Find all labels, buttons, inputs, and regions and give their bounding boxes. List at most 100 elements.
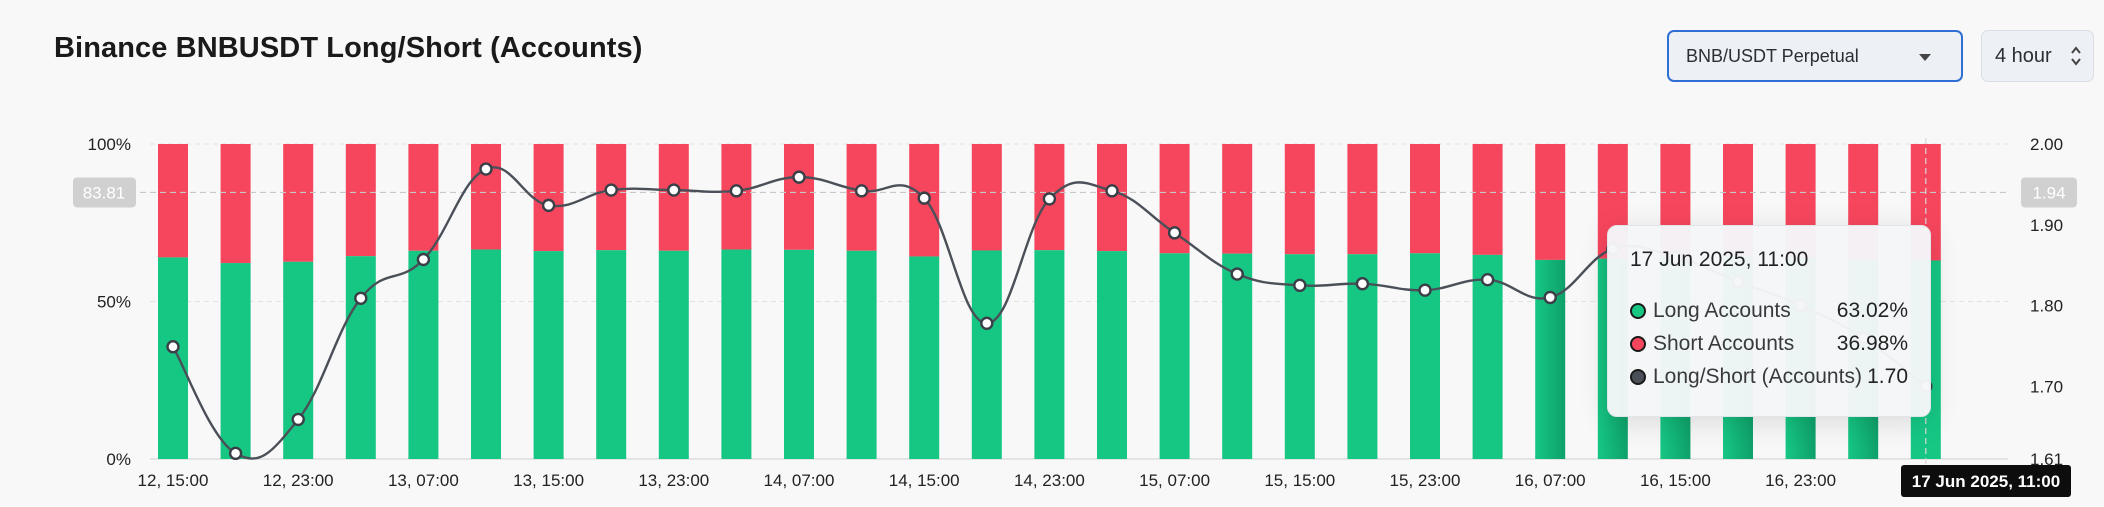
left-axis-tick-label: 0% xyxy=(106,450,131,469)
short-accounts-bar xyxy=(283,144,314,262)
short-accounts-bar xyxy=(345,144,376,257)
long-accounts-bar xyxy=(971,250,1002,459)
short-accounts-bar xyxy=(1472,144,1503,255)
x-axis-tick-label: 13, 15:00 xyxy=(513,471,584,490)
interval-select[interactable]: 4 hour xyxy=(1981,30,2094,82)
long-accounts-bar xyxy=(846,250,877,459)
ratio-point xyxy=(354,291,368,305)
short-accounts-bar xyxy=(971,144,1002,251)
ratio-point xyxy=(729,184,744,198)
x-axis-tick-label: 13, 23:00 xyxy=(638,471,709,490)
crosshair-x-badge xyxy=(1901,465,2071,497)
x-axis-tick-label: 14, 23:00 xyxy=(1014,471,1085,490)
crosshair-right-value: 1.94 xyxy=(2032,183,2065,202)
ratio-point xyxy=(541,198,556,213)
short-accounts-bar xyxy=(1222,144,1253,254)
x-axis-tick-label: 15, 15:00 xyxy=(1264,471,1335,490)
ratio-point xyxy=(792,170,806,184)
long-accounts-bar xyxy=(345,256,376,459)
x-axis-tick-label: 12, 23:00 xyxy=(263,471,334,490)
crosshair-right-badge xyxy=(2021,177,2077,208)
chevron-up-down-icon xyxy=(2071,46,2081,66)
long-accounts-bar xyxy=(658,250,689,459)
crosshair-left-badge xyxy=(73,177,136,208)
long-accounts-bar xyxy=(533,251,564,459)
ratio-point xyxy=(291,412,305,427)
tooltip-row-ratio: Long/Short (Accounts) 1.70 xyxy=(1630,360,1908,393)
long-accounts-bar xyxy=(1472,254,1503,459)
short-accounts-bar xyxy=(658,144,689,251)
short-accounts-bar xyxy=(1410,144,1440,254)
ratio-point xyxy=(1480,272,1495,287)
tooltip-row-short: Short Accounts 36.98% xyxy=(1630,327,1908,360)
symbol-select-value: BNB/USDT Perpetual xyxy=(1686,45,1859,66)
ratio-point xyxy=(166,340,180,354)
tooltip-row-long: Long Accounts 63.02% xyxy=(1630,294,1908,327)
tooltip-value: 36.98% xyxy=(1836,331,1908,355)
symbol-select[interactable]: BNB/USDT Perpetual xyxy=(1667,30,1963,82)
short-accounts-bar xyxy=(158,144,188,258)
crosshair-left-value: 83.81 xyxy=(83,183,126,202)
ratio-point xyxy=(980,316,994,331)
long-accounts-bar xyxy=(784,249,814,459)
ratio-point xyxy=(479,162,493,176)
long-accounts-bar xyxy=(220,263,251,459)
long-accounts-bar xyxy=(283,261,314,459)
long-accounts-bar xyxy=(1159,253,1190,459)
tooltip-date: 17 Jun 2025, 11:00 xyxy=(1630,248,1809,271)
short-accounts-bar xyxy=(784,144,814,250)
short-accounts-bar xyxy=(220,144,251,264)
long-accounts-bar xyxy=(408,250,439,459)
right-axis-tick-label: 1.80 xyxy=(2030,297,2063,316)
tooltip-label: Long Accounts xyxy=(1653,298,1791,322)
right-axis-tick-label: 1.90 xyxy=(2030,216,2063,235)
right-axis-tick-label: 2.00 xyxy=(2030,135,2063,154)
long-accounts-bar xyxy=(1097,251,1127,459)
long-accounts-dot xyxy=(1630,302,1646,319)
ratio-point xyxy=(1293,278,1307,293)
crosshair-x-value: 17 Jun 2025, 11:00 xyxy=(1912,472,2060,491)
ratio-point xyxy=(604,183,618,197)
x-axis-tick-label: 15, 23:00 xyxy=(1390,471,1461,490)
x-axis-tick-label: 16, 07:00 xyxy=(1515,471,1586,490)
long-accounts-bar xyxy=(1034,250,1065,459)
ratio-point xyxy=(1418,283,1432,297)
page-title: Binance BNBUSDT Long/Short (Accounts) xyxy=(54,32,643,64)
left-axis-tick-label: 100% xyxy=(88,135,131,154)
tooltip-value: 1.70 xyxy=(1867,364,1908,388)
short-accounts-bar xyxy=(1347,144,1378,255)
ratio-point xyxy=(1355,277,1370,291)
ratio-dot xyxy=(1630,368,1646,385)
short-accounts-bar xyxy=(408,144,439,251)
ratio-point xyxy=(1167,226,1182,240)
x-axis-tick-label: 14, 07:00 xyxy=(764,471,835,490)
right-axis-tick-label: 1.70 xyxy=(2030,377,2063,396)
chart-tooltip: 17 Jun 2025, 11:00 Long Accounts 63.02% … xyxy=(1607,225,1931,417)
short-accounts-bar xyxy=(533,144,564,252)
long-accounts-bar xyxy=(158,257,188,459)
short-accounts-bar xyxy=(596,144,627,251)
x-axis-tick-label: 12, 15:00 xyxy=(138,471,209,490)
ratio-point xyxy=(1042,192,1057,206)
short-accounts-dot xyxy=(1630,335,1646,352)
left-axis-tick-label: 50% xyxy=(97,293,131,312)
ratio-point xyxy=(917,191,931,205)
tooltip-label: Short Accounts xyxy=(1653,331,1795,355)
ratio-point xyxy=(1105,184,1119,198)
tooltip-value: 63.02% xyxy=(1836,298,1908,322)
ratio-point xyxy=(1230,267,1244,281)
x-axis-tick-label: 16, 15:00 xyxy=(1640,471,1711,490)
x-axis-tick-label: 16, 23:00 xyxy=(1765,471,1836,490)
ratio-point xyxy=(228,446,243,461)
long-accounts-bar xyxy=(1535,259,1566,459)
long-accounts-bar xyxy=(909,256,940,459)
long-accounts-bar xyxy=(1222,253,1253,459)
x-axis-tick-label: 14, 15:00 xyxy=(889,471,960,490)
chevron-down-icon xyxy=(1919,54,1931,61)
x-axis-tick-label: 15, 07:00 xyxy=(1139,471,1210,490)
ratio-point xyxy=(854,184,869,198)
ratio-point xyxy=(667,183,681,197)
x-axis-tick-label: 13, 07:00 xyxy=(388,471,459,490)
short-accounts-bar xyxy=(1284,144,1315,255)
short-accounts-bar xyxy=(1535,144,1566,260)
